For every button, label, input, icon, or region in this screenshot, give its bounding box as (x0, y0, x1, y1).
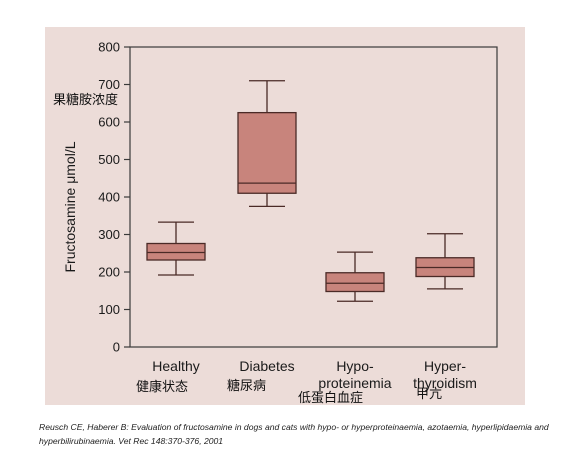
y-tick-label: 0 (113, 340, 120, 355)
citation: Reusch CE, Haberer B: Evaluation of fruc… (39, 422, 549, 446)
y-tick-label: 800 (98, 40, 120, 55)
y-tick-label: 400 (98, 190, 120, 205)
box-iqr (237, 111, 297, 194)
y-tick-label: 200 (98, 265, 120, 280)
y-tick-label: 600 (98, 115, 120, 130)
y-tick-label: 500 (98, 152, 120, 167)
y-tick-label: 300 (98, 227, 120, 242)
x-category-label: Diabetes (239, 358, 294, 374)
y-tick-label: 100 (98, 302, 120, 317)
box-iqr (146, 242, 206, 261)
y-axis-label: Fructosamine μmol/L (62, 141, 78, 272)
x-category-label: Healthy (152, 358, 199, 374)
healthy-chinese-annotation: 健康状态 (136, 380, 189, 395)
figure-panel: 0 100 200 300 400 500 600 700 800 Fructosamine μm… (45, 27, 525, 405)
box-plot: 0 100 200 300 400 500 600 700 800 Fructosamine μm… (62, 40, 498, 391)
diabetes-chinese-annotation: 糖尿病 (227, 379, 267, 394)
box-iqr (325, 272, 385, 293)
hypoproteinemia-chinese-annotation: 低蛋白血症 (298, 391, 364, 406)
ylabel-chinese-annotation: 果糖胺浓度 (53, 93, 119, 108)
y-tick-label: 700 (98, 77, 120, 92)
x-category-label: Hypo-proteinemia (318, 358, 391, 391)
plot-frame (129, 46, 498, 348)
x-category-label: Hyper-thyroidism (413, 358, 477, 391)
hyperthyroidism-chinese-annotation: 甲亢 (416, 387, 443, 402)
